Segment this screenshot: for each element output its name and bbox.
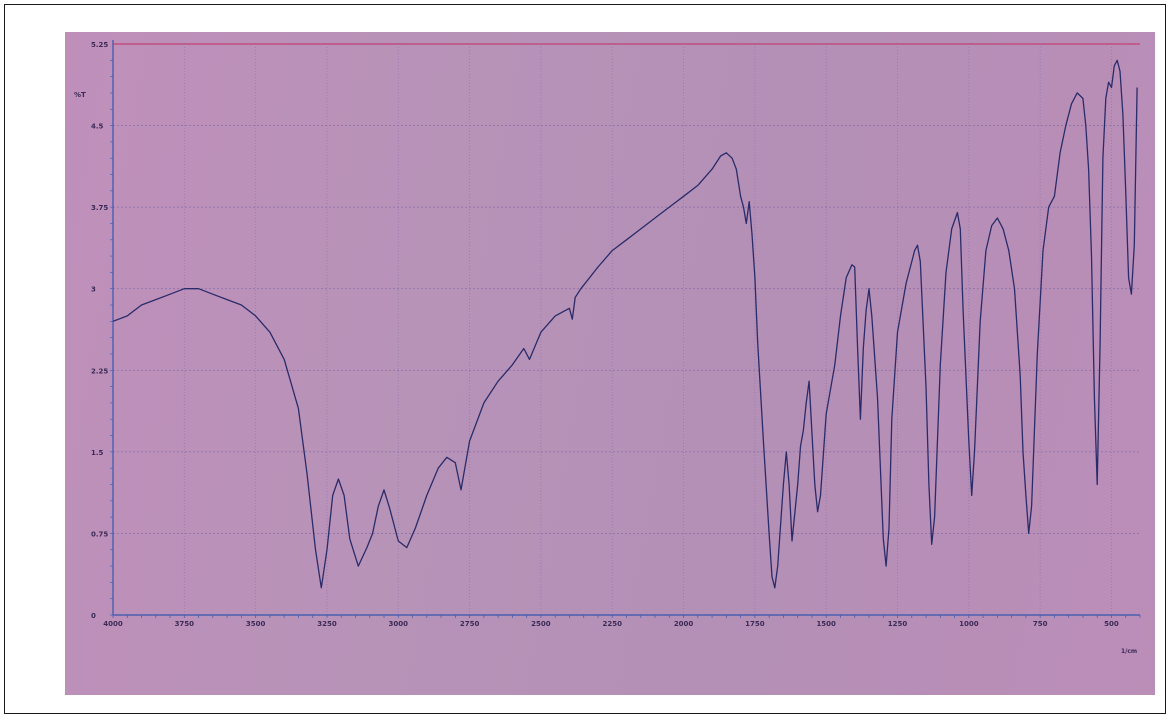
x-tick-label: 2000 (674, 620, 694, 628)
y-tick-label: 3.75 (91, 204, 108, 212)
spectrum-line (112, 59, 1138, 589)
image-frame: 0 0.75 1.5 2.25 3 3.75 4.5 5.25 4000 3750 3500 3250… (4, 4, 1166, 714)
tick-labels: 0 0.75 1.5 2.25 3 3.75 4.5 5.25 4000 3750 3500 3250… (91, 41, 1119, 628)
x-tick-label: 1750 (745, 620, 765, 628)
x-tick-label: 3500 (246, 620, 266, 628)
grid (113, 43, 1140, 615)
y-tick-label: 2.25 (91, 367, 108, 375)
y-tick-label: 1.5 (91, 449, 104, 457)
x-tick-label: 2250 (602, 620, 622, 628)
y-tick-label: 3 (91, 286, 96, 294)
y-tick-label: 0.75 (91, 530, 108, 538)
x-tick-label: 3000 (389, 620, 409, 628)
x-axis-label: 1/cm (1121, 648, 1137, 655)
x-tick-label: 3750 (175, 620, 195, 628)
series (112, 59, 1138, 589)
x-tick-label: 3250 (317, 620, 337, 628)
y-axis-label: %T (74, 91, 86, 99)
spectrum-photo: 0 0.75 1.5 2.25 3 3.75 4.5 5.25 4000 3750 3500 3250… (65, 32, 1155, 695)
y-tick-label: 4.5 (91, 123, 104, 131)
x-tick-label: 4000 (103, 620, 123, 628)
y-tick-label: 0 (91, 612, 96, 620)
x-tick-label: 750 (1033, 620, 1048, 628)
x-tick-label: 1000 (959, 620, 979, 628)
axes (110, 40, 1141, 618)
x-tick-label: 1250 (888, 620, 908, 628)
x-tick-label: 500 (1104, 620, 1119, 628)
x-tick-label: 2750 (460, 620, 480, 628)
x-tick-label: 2500 (531, 620, 551, 628)
x-tick-label: 1500 (816, 620, 836, 628)
y-tick-label: 5.25 (91, 41, 108, 49)
ir-spectrum-chart: 0 0.75 1.5 2.25 3 3.75 4.5 5.25 4000 3750 3500 3250… (74, 40, 1141, 655)
